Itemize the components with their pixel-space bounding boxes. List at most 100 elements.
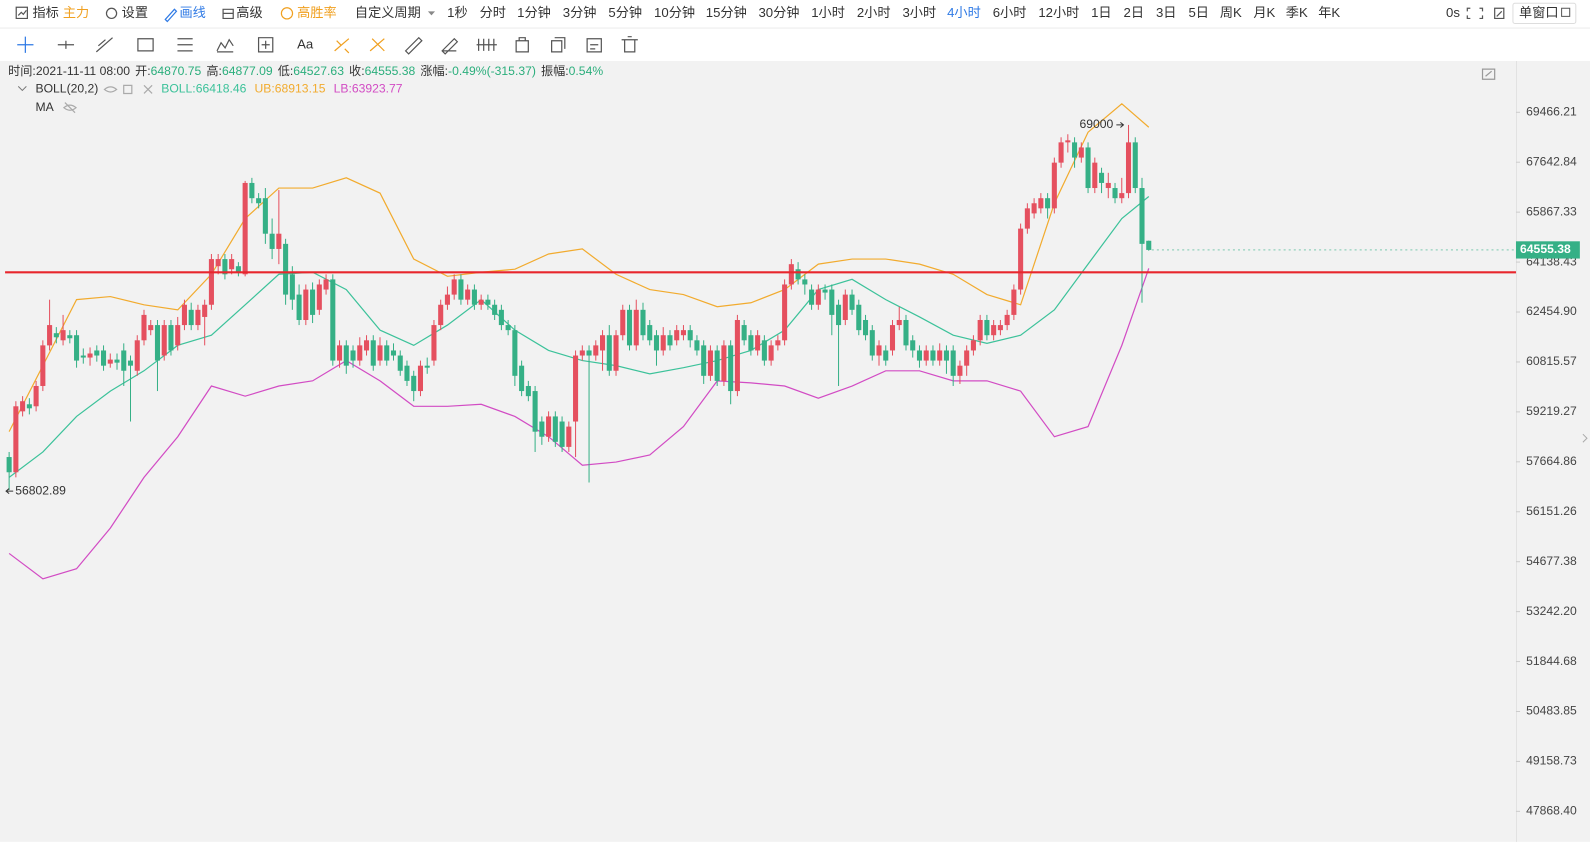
fullscreen-icon[interactable] (1466, 7, 1484, 20)
period-button[interactable]: 月K (1253, 5, 1275, 20)
custom-period-button[interactable]: 自定义周期 (355, 5, 421, 20)
delete-tool[interactable] (621, 36, 638, 53)
candle-body (916, 350, 923, 361)
period-button[interactable]: 10分钟 (654, 4, 695, 20)
period-button[interactable]: 3分钟 (563, 4, 597, 20)
legend-name: BOLL: (161, 82, 195, 96)
ma-visibility[interactable] (62, 102, 78, 114)
candle-body (714, 350, 720, 381)
channel-tool[interactable] (177, 38, 193, 52)
y-tick-label: 50483.85 (1526, 704, 1577, 718)
candle-body (707, 350, 713, 376)
text-tool[interactable]: Aa (297, 36, 314, 51)
fib-tool[interactable] (334, 38, 350, 54)
indicator-controls[interactable] (103, 84, 153, 95)
period-button[interactable]: 3日 (1156, 5, 1177, 20)
ohlc-info: 时间:2021-11-11 08:00 开:64870.75 高:64877.09 低… (8, 63, 603, 78)
pattern-tool[interactable] (216, 38, 234, 53)
period-button[interactable]: 6小时 (993, 5, 1027, 20)
period-button[interactable]: 30分钟 (758, 4, 799, 20)
period-button[interactable]: 季K (1286, 5, 1308, 20)
candle-body (262, 198, 268, 234)
copy-tool[interactable] (551, 37, 566, 53)
trend-tool[interactable] (95, 37, 113, 53)
crosshair-tool[interactable] (17, 36, 34, 53)
period-button[interactable]: 1秒 (447, 5, 468, 20)
measure-tool[interactable] (257, 37, 274, 53)
magnet-tool[interactable] (476, 38, 497, 51)
hline-tool[interactable] (57, 40, 75, 49)
candle-body (653, 335, 660, 351)
period-button[interactable]: 1小时 (811, 5, 845, 20)
candle-body (181, 304, 187, 326)
period-button[interactable]: 15分钟 (706, 4, 747, 20)
candle-body (573, 355, 579, 422)
collapse-icon[interactable] (17, 86, 27, 92)
candle-body (680, 330, 686, 336)
candle-body (546, 416, 552, 437)
candle-body (404, 365, 410, 381)
candle-body (1004, 314, 1010, 326)
candle-body (323, 279, 329, 290)
side-panel-toggle[interactable] (1582, 433, 1588, 443)
lock-tool[interactable] (515, 37, 529, 53)
period-button[interactable]: 分时 (480, 5, 506, 20)
candle-body (829, 289, 835, 315)
period-button[interactable]: 12小时 (1038, 5, 1079, 20)
draw-button[interactable]: 画线 (179, 5, 205, 20)
ma-label: MA (35, 100, 54, 114)
candle-body (424, 365, 430, 368)
y-tick-label: 62454.90 (1526, 304, 1577, 318)
chart-settings-icon[interactable] (1481, 68, 1496, 80)
candle-body (539, 421, 545, 437)
candle-body (40, 345, 46, 386)
indicator-button[interactable]: 指标 (32, 5, 58, 20)
candle-body (991, 325, 997, 336)
candle-body (363, 340, 370, 351)
ruler-tool[interactable] (404, 36, 423, 55)
settings-button[interactable]: 设置 (122, 5, 148, 20)
y-tick-label: 53242.20 (1526, 604, 1577, 618)
y-tick-label: 47868.40 (1526, 804, 1577, 818)
popout-icon[interactable] (1494, 7, 1505, 20)
candle-body (438, 304, 444, 326)
y-tick-label: 67642.84 (1526, 154, 1577, 168)
candle-body (444, 294, 450, 305)
candle-body (997, 325, 1003, 331)
period-button[interactable]: 2小时 (857, 5, 891, 20)
rect-tool[interactable] (137, 38, 154, 52)
candle-body (1125, 142, 1132, 194)
window-select[interactable] (1512, 2, 1577, 25)
main-tag[interactable]: 主力 (63, 5, 89, 20)
period-button[interactable]: 5分钟 (608, 4, 642, 20)
brush-tool[interactable] (441, 37, 459, 55)
period-button[interactable]: 2日 (1124, 5, 1145, 20)
candle-body (289, 274, 295, 300)
candle-body (451, 279, 457, 295)
candle-body (1058, 142, 1064, 163)
candle-body (67, 335, 73, 339)
legend-name: UB: (255, 82, 275, 96)
period-button[interactable]: 5日 (1188, 5, 1209, 20)
candle-body (229, 259, 235, 270)
period-button[interactable]: 4小时 (947, 5, 981, 20)
edit-tool[interactable] (586, 38, 602, 53)
period-button[interactable]: 年K (1318, 5, 1340, 20)
advanced-button[interactable]: 高级 (236, 4, 262, 20)
period-button[interactable]: 3小时 (902, 5, 936, 20)
candle-body (269, 233, 275, 249)
candle-body (566, 426, 572, 447)
period-button[interactable]: 1分钟 (517, 4, 551, 20)
toolbar-bg (0, 0, 1590, 62)
info-value: 64555.38 (365, 64, 416, 78)
info-value: 64527.63 (293, 64, 344, 78)
win-rate-button[interactable]: 高胜率 (297, 4, 337, 20)
period-button[interactable]: 1日 (1091, 5, 1112, 20)
period-button[interactable]: 周K (1220, 5, 1242, 20)
candle-body (384, 345, 390, 361)
candle-body (370, 340, 376, 366)
gann-tool[interactable] (369, 38, 385, 52)
candle-body (849, 294, 855, 310)
max-label: 69000 (1079, 117, 1113, 131)
candle-body (519, 365, 525, 392)
